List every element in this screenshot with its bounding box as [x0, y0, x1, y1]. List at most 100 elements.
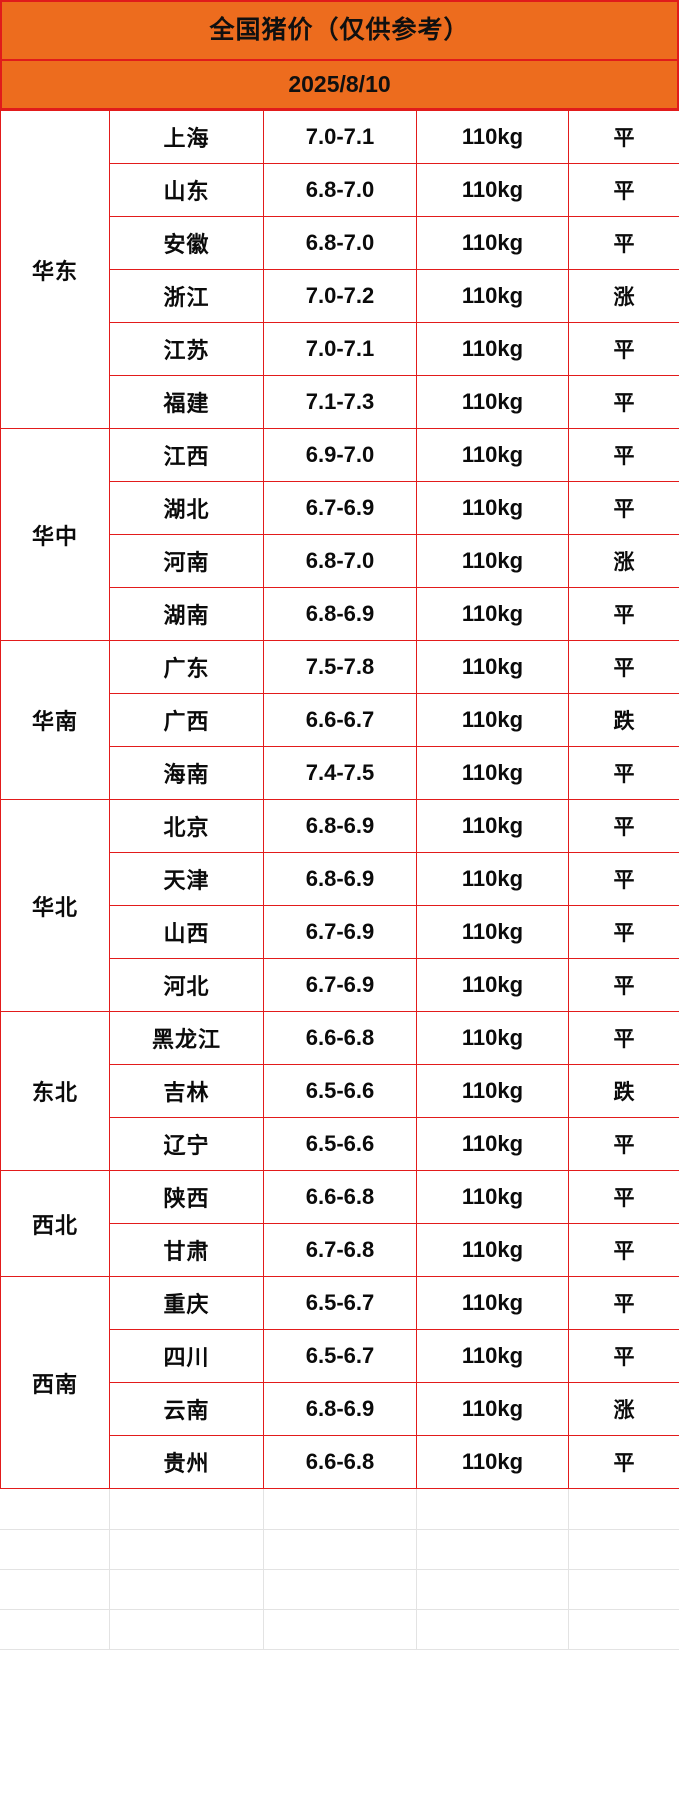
weight-cell: 110kg	[416, 640, 569, 694]
table-row: 河南 6.8-7.0 110kg 涨	[1, 534, 679, 588]
table-row: 甘肃 6.7-6.8 110kg 平	[1, 1223, 679, 1277]
empty-grid-row	[0, 1609, 679, 1650]
province-cell: 江西	[109, 428, 264, 482]
table-row: 天津 6.8-6.9 110kg 平	[1, 852, 679, 906]
empty-grid-cell[interactable]	[568, 1609, 679, 1650]
title-bar: 全国猪价（仅供参考）	[0, 0, 679, 61]
empty-grid-row	[0, 1489, 679, 1530]
table-row: 山东 6.8-7.0 110kg 平	[1, 163, 679, 217]
table-row: 华北 北京 6.8-6.9 110kg 平	[0, 799, 679, 1012]
price-cell: 6.8-6.9	[263, 587, 417, 641]
weight-cell: 110kg	[416, 958, 569, 1012]
empty-grid-cell[interactable]	[109, 1569, 264, 1610]
province-cell: 天津	[109, 852, 264, 906]
price-cell: 7.5-7.8	[263, 640, 417, 694]
empty-grid-cell[interactable]	[263, 1569, 417, 1610]
trend-cell: 平	[568, 905, 679, 959]
price-cell: 6.6-6.7	[263, 693, 417, 747]
empty-grid-cell[interactable]	[416, 1529, 569, 1570]
table-row: 四川 6.5-6.7 110kg 平	[1, 1329, 679, 1383]
weight-cell: 110kg	[416, 905, 569, 959]
table-row: 西北 陕西 6.6-6.8 110kg 平	[0, 1170, 679, 1277]
empty-grid-cell[interactable]	[0, 1609, 110, 1650]
trend-cell: 平	[568, 1170, 679, 1224]
price-table-body: 华东 上海 7.0-7.1 110kg 平山东 6.8-7.0 110kg 平安徽 6.8-7.…	[0, 110, 679, 1489]
table-row: 湖南 6.8-6.9 110kg 平	[1, 587, 679, 641]
region-cell: 东北	[0, 1011, 110, 1171]
empty-spreadsheet-grid	[0, 1489, 679, 1650]
empty-grid-cell[interactable]	[416, 1489, 569, 1530]
province-cell: 浙江	[109, 269, 264, 323]
empty-grid-cell[interactable]	[109, 1529, 264, 1570]
price-cell: 7.0-7.1	[263, 110, 417, 164]
province-cell: 广西	[109, 693, 264, 747]
empty-grid-cell[interactable]	[263, 1609, 417, 1650]
province-cell: 吉林	[109, 1064, 264, 1118]
province-cell: 山西	[109, 905, 264, 959]
province-cell: 河南	[109, 534, 264, 588]
empty-grid-cell[interactable]	[109, 1489, 264, 1530]
trend-cell: 平	[568, 428, 679, 482]
trend-cell: 平	[568, 163, 679, 217]
province-cell: 重庆	[109, 1276, 264, 1330]
province-cell: 山东	[109, 163, 264, 217]
trend-cell: 平	[568, 746, 679, 800]
empty-grid-cell[interactable]	[416, 1569, 569, 1610]
trend-cell: 平	[568, 1276, 679, 1330]
weight-cell: 110kg	[416, 1276, 569, 1330]
price-table: 华东 上海 7.0-7.1 110kg 平山东 6.8-7.0 110kg 平安徽 6.8-7.…	[0, 110, 679, 1489]
region-cell: 西北	[0, 1170, 110, 1277]
price-cell: 6.8-6.9	[263, 852, 417, 906]
trend-cell: 平	[568, 852, 679, 906]
empty-grid-cell[interactable]	[109, 1609, 264, 1650]
weight-cell: 110kg	[416, 587, 569, 641]
trend-cell: 平	[568, 799, 679, 853]
price-cell: 7.4-7.5	[263, 746, 417, 800]
date-bar: 2025/8/10	[0, 61, 679, 110]
empty-grid-cell[interactable]	[568, 1569, 679, 1610]
price-cell: 6.6-6.8	[263, 1435, 417, 1489]
price-cell: 6.6-6.8	[263, 1011, 417, 1065]
weight-cell: 110kg	[416, 1223, 569, 1277]
weight-cell: 110kg	[416, 1435, 569, 1489]
province-cell: 海南	[109, 746, 264, 800]
empty-grid-cell[interactable]	[568, 1489, 679, 1530]
empty-grid-cell[interactable]	[263, 1489, 417, 1530]
trend-cell: 平	[568, 587, 679, 641]
trend-cell: 平	[568, 1117, 679, 1171]
price-cell: 7.0-7.2	[263, 269, 417, 323]
weight-cell: 110kg	[416, 269, 569, 323]
table-row: 海南 7.4-7.5 110kg 平	[1, 746, 679, 800]
trend-cell: 涨	[568, 269, 679, 323]
weight-cell: 110kg	[416, 799, 569, 853]
weight-cell: 110kg	[416, 163, 569, 217]
trend-cell: 平	[568, 481, 679, 535]
table-row: 浙江 7.0-7.2 110kg 涨	[1, 269, 679, 323]
province-cell: 上海	[109, 110, 264, 164]
price-cell: 6.8-7.0	[263, 163, 417, 217]
empty-grid-cell[interactable]	[568, 1529, 679, 1570]
trend-cell: 平	[568, 110, 679, 164]
empty-grid-cell[interactable]	[0, 1489, 110, 1530]
price-cell: 6.7-6.8	[263, 1223, 417, 1277]
table-row: 华中 江西 6.9-7.0 110kg 平	[0, 428, 679, 641]
region-cell: 西南	[0, 1276, 110, 1489]
province-cell: 安徽	[109, 216, 264, 270]
trend-cell: 平	[568, 1329, 679, 1383]
trend-cell: 平	[568, 640, 679, 694]
price-cell: 6.5-6.6	[263, 1064, 417, 1118]
empty-grid-cell[interactable]	[263, 1529, 417, 1570]
price-cell: 6.8-7.0	[263, 216, 417, 270]
province-cell: 河北	[109, 958, 264, 1012]
province-cell: 湖南	[109, 587, 264, 641]
empty-grid-row	[0, 1529, 679, 1570]
price-cell: 6.5-6.7	[263, 1329, 417, 1383]
empty-grid-cell[interactable]	[0, 1529, 110, 1570]
price-cell: 6.5-6.6	[263, 1117, 417, 1171]
province-cell: 江苏	[109, 322, 264, 376]
empty-grid-cell[interactable]	[416, 1609, 569, 1650]
empty-grid-cell[interactable]	[0, 1569, 110, 1610]
weight-cell: 110kg	[416, 534, 569, 588]
table-row: 河北 6.7-6.9 110kg 平	[1, 958, 679, 1012]
weight-cell: 110kg	[416, 1064, 569, 1118]
